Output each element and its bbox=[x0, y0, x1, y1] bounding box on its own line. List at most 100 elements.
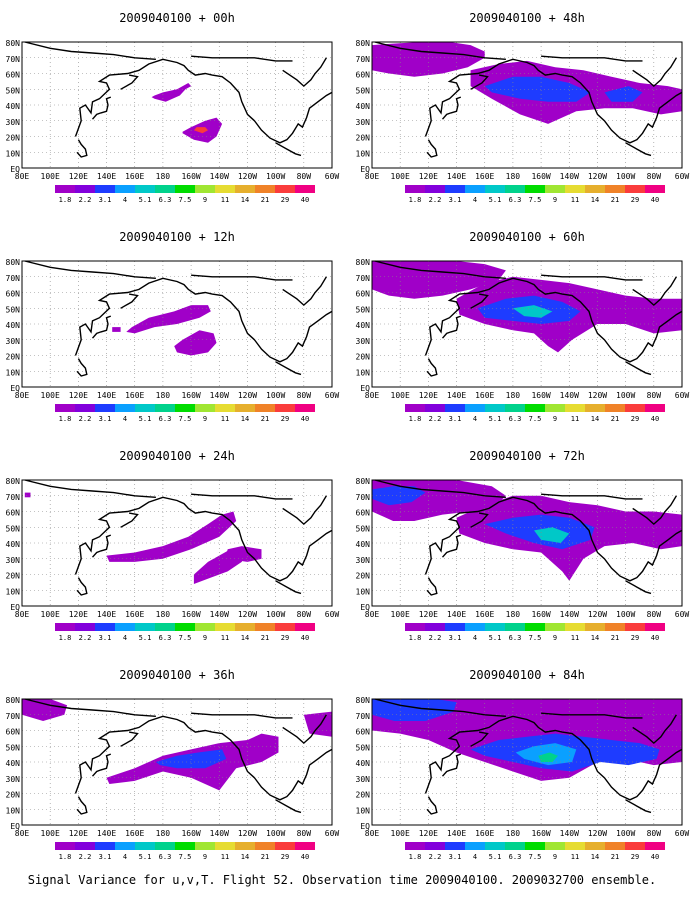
lat-tick-label: 70N bbox=[6, 55, 21, 64]
coastline bbox=[424, 277, 683, 363]
colorbar-swatch bbox=[255, 623, 275, 631]
colorbar-label: 4 bbox=[473, 634, 477, 642]
colorbar-label: 6.3 bbox=[159, 196, 172, 204]
coastlines bbox=[24, 479, 333, 596]
lon-tick-label: 140W bbox=[210, 829, 229, 838]
colorbar-label: 11 bbox=[571, 853, 579, 861]
colorbar-label: 40 bbox=[651, 853, 659, 861]
lon-tick-label: 140E bbox=[97, 829, 116, 838]
colorbar-swatch bbox=[505, 185, 525, 193]
colorbar-label: 5.1 bbox=[139, 853, 152, 861]
coastlines bbox=[24, 41, 333, 158]
lon-tick-label: 160E bbox=[475, 172, 494, 181]
coastline bbox=[120, 74, 139, 90]
colorbar-label: 4 bbox=[123, 415, 127, 423]
lat-tick-label: 80N bbox=[356, 696, 371, 705]
colorbar-label: 7.5 bbox=[179, 196, 192, 204]
colorbar-label: 6.3 bbox=[159, 634, 172, 642]
lat-tick-label: 60N bbox=[6, 728, 21, 737]
colorbar-label: 11 bbox=[221, 853, 229, 861]
lat-tick-label: 60N bbox=[356, 728, 371, 737]
colorbar-label: 11 bbox=[221, 415, 229, 423]
colorbar-label: 2.2 bbox=[79, 853, 92, 861]
coastline bbox=[374, 479, 506, 498]
map-frame bbox=[371, 698, 683, 826]
colorbar-label: 9 bbox=[203, 196, 207, 204]
coastline bbox=[441, 315, 462, 339]
coastline bbox=[541, 55, 643, 62]
colorbar-label: 5.1 bbox=[139, 415, 152, 423]
variance-regions bbox=[372, 261, 682, 353]
lon-tick-label: 160W bbox=[531, 610, 550, 619]
colorbar-swatch bbox=[505, 404, 525, 412]
colorbar-swatch bbox=[75, 623, 95, 631]
lat-tick-label: 40N bbox=[6, 321, 21, 330]
coastline bbox=[424, 715, 683, 801]
colorbar-label: 14 bbox=[591, 196, 599, 204]
colorbar-swatch bbox=[275, 404, 295, 412]
colorbar-swatch bbox=[155, 185, 175, 193]
colorbar-label: 5.1 bbox=[139, 196, 152, 204]
colorbar-label: 14 bbox=[241, 415, 249, 423]
variance-region bbox=[534, 527, 570, 543]
gridlines bbox=[372, 261, 682, 387]
coastlines bbox=[374, 479, 683, 596]
lat-tick-label: 60N bbox=[6, 71, 21, 80]
lat-tick-label: 10N bbox=[356, 368, 371, 377]
colorbar-swatch bbox=[195, 185, 215, 193]
colorbar-swatch bbox=[55, 623, 75, 631]
colorbar-label: 11 bbox=[571, 634, 579, 642]
lat-tick-label: 80N bbox=[6, 39, 21, 48]
colorbar-swatch bbox=[445, 842, 465, 850]
colorbar-swatch bbox=[55, 842, 75, 850]
lon-tick-label: 100E bbox=[41, 610, 60, 619]
lon-tick-label: 180 bbox=[156, 610, 171, 619]
variance-region bbox=[112, 327, 121, 332]
colorbar-label: 7.5 bbox=[529, 196, 542, 204]
colorbar-label: 1.8 bbox=[409, 415, 422, 423]
lon-tick-label: 180 bbox=[506, 610, 521, 619]
colorbar-label: 1.8 bbox=[409, 853, 422, 861]
coastline bbox=[91, 534, 112, 558]
colorbar-label: 4 bbox=[123, 853, 127, 861]
colorbar-swatch bbox=[645, 842, 665, 850]
colorbar-swatch bbox=[545, 185, 565, 193]
colorbar-swatch bbox=[525, 404, 545, 412]
colorbar: 1.8 2.2 3.1 4 5.1 6.3 7.5 9 11 14 21 29 40 bbox=[405, 623, 665, 642]
colorbar: 1.8 2.2 3.1 4 5.1 6.3 7.5 9 11 14 21 29 40 bbox=[55, 404, 315, 423]
colorbar-swatch bbox=[625, 623, 645, 631]
map-frame bbox=[21, 260, 333, 388]
coastlines bbox=[374, 698, 683, 815]
lon-tick-label: 120E bbox=[419, 829, 438, 838]
lon-tick-label: 140E bbox=[97, 172, 116, 181]
colorbar-swatch bbox=[75, 842, 95, 850]
variance-region bbox=[224, 546, 262, 562]
lat-tick-label: 10N bbox=[6, 806, 21, 815]
colorbar-label: 40 bbox=[301, 634, 309, 642]
lat-tick-label: 20N bbox=[6, 353, 21, 362]
lon-tick-label: 80E bbox=[15, 829, 30, 838]
lat-tick-label: 20N bbox=[356, 353, 371, 362]
variance-region bbox=[106, 511, 237, 562]
colorbar-label: 40 bbox=[301, 415, 309, 423]
map-frame bbox=[371, 41, 683, 169]
colorbar-swatch bbox=[625, 185, 645, 193]
lat-tick-label: 30N bbox=[356, 337, 371, 346]
lon-tick-label: 60W bbox=[325, 610, 340, 619]
coastline bbox=[91, 96, 112, 120]
colorbar-label: 14 bbox=[591, 634, 599, 642]
lon-tick-label: 80W bbox=[647, 172, 662, 181]
lat-tick-label: 80N bbox=[6, 696, 21, 705]
coastline bbox=[441, 534, 462, 558]
colorbar-label: 11 bbox=[571, 415, 579, 423]
colorbar-label: 29 bbox=[631, 415, 639, 423]
colorbar-label: 3.1 bbox=[99, 415, 112, 423]
lat-tick-label: 10N bbox=[356, 149, 371, 158]
lat-tick-label: 20N bbox=[356, 134, 371, 143]
lon-tick-label: 120W bbox=[238, 610, 257, 619]
colorbar-swatch bbox=[235, 404, 255, 412]
colorbar-swatch bbox=[405, 404, 425, 412]
figure-caption: Signal Variance for u,v,T. Flight 52. Ob… bbox=[28, 873, 657, 887]
colorbar-label: 3.1 bbox=[449, 634, 462, 642]
colorbar-swatch bbox=[295, 185, 315, 193]
